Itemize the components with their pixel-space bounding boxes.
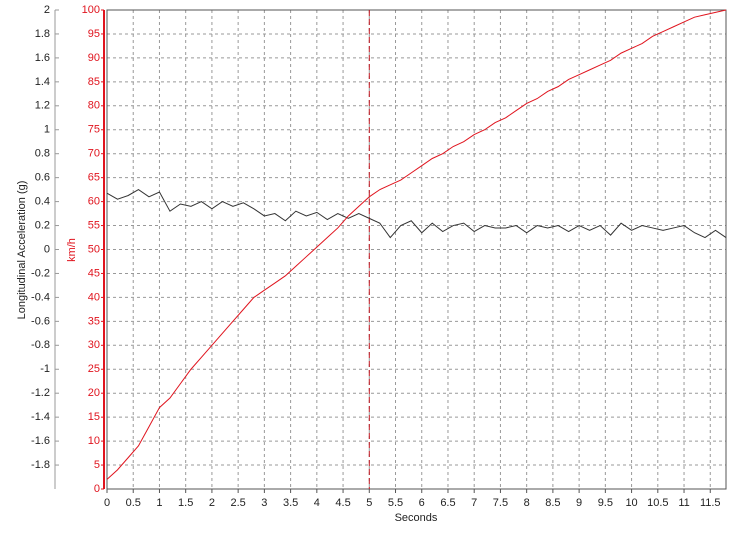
x-tick-label: 2 [209, 497, 215, 509]
x-tick-label: 11 [678, 497, 689, 509]
y2-tick-label: 15 [88, 411, 100, 423]
y2-tick-label: 10 [88, 435, 100, 447]
y-tick-label: -1.8 [31, 459, 50, 471]
y2-tick-label: 100 [82, 4, 100, 16]
y-tick-label: 1.8 [35, 28, 50, 40]
x-tick-label: 6 [419, 497, 425, 509]
x-tick-label: 4.5 [335, 497, 350, 509]
x-tick-label: 2.5 [230, 497, 245, 509]
y-axis-title: Longitudinal Acceleration (g) [16, 181, 28, 320]
x-tick-label: 10 [625, 497, 637, 509]
x-tick-label: 4 [314, 497, 320, 509]
y2-tick-label: 75 [88, 124, 100, 136]
x-tick-label: 10.5 [647, 497, 668, 509]
y-tick-label: -1 [40, 363, 50, 375]
y-tick-label: 0.6 [35, 172, 50, 184]
y-tick-label: 0.4 [35, 196, 50, 208]
x-tick-label: 11.5 [700, 497, 721, 509]
x-tick-label: 7.5 [493, 497, 508, 509]
y2-tick-label: 50 [88, 243, 100, 255]
x-tick-label: 8.5 [545, 497, 560, 509]
y2-tick-label: 30 [88, 339, 100, 351]
y2-tick-label: 65 [88, 172, 100, 184]
series-line [106, 9, 727, 480]
series-line [106, 189, 727, 239]
y2-tick-label: 20 [88, 387, 100, 399]
y-tick-label: 1.4 [35, 76, 50, 88]
x-tick-label: 3 [261, 497, 267, 509]
y2-tick-label: 45 [88, 267, 100, 279]
y-tick-label: 2 [44, 4, 50, 16]
x-tick-label: 5 [366, 497, 372, 509]
y2-tick-label: 80 [88, 100, 100, 112]
y-tick-label: 0.2 [35, 219, 50, 231]
y2-tick-label: 40 [88, 291, 100, 303]
x-tick-label: 1.5 [178, 497, 193, 509]
y-tick-label: 1.6 [35, 52, 50, 64]
y-tick-label: 1.2 [35, 100, 50, 112]
x-tick-label: 0.5 [126, 497, 141, 509]
y-tick-label: -0.8 [31, 339, 50, 351]
x-tick-label: 9.5 [598, 497, 613, 509]
y-tick-label: -0.6 [31, 315, 50, 327]
x-tick-label: 6.5 [440, 497, 455, 509]
y2-tick-label: 55 [88, 219, 100, 231]
y2-tick-label: 5 [94, 459, 100, 471]
x-tick-label: 0 [104, 497, 110, 509]
y2-tick-label: 0 [94, 483, 100, 495]
y-tick-label: -1.4 [31, 411, 50, 423]
x-tick-label: 9 [576, 497, 582, 509]
y2-tick-label: 25 [88, 363, 100, 375]
y-tick-label: 0 [44, 243, 50, 255]
y2-tick-label: 70 [88, 148, 100, 160]
y-tick-label: -0.2 [31, 267, 50, 279]
y-tick-label: 1 [44, 124, 50, 136]
x-tick-label: 7 [471, 497, 477, 509]
x-tick-label: 8 [524, 497, 530, 509]
y2-tick-label: 90 [88, 52, 100, 64]
plot-border [106, 9, 727, 490]
y2-tick-label: 85 [88, 76, 100, 88]
y-tick-label: 0.8 [35, 148, 50, 160]
y-tick-label: -0.4 [31, 291, 50, 303]
y-tick-label: -1.2 [31, 387, 50, 399]
x-tick-label: 1 [156, 497, 162, 509]
y2-tick-label: 60 [88, 196, 100, 208]
y-tick-label: -1.6 [31, 435, 50, 447]
x-axis-title: Seconds [395, 512, 438, 524]
y2-axis-title: km/h [66, 238, 78, 262]
y2-tick-label: 95 [88, 28, 100, 40]
x-tick-label: 3.5 [283, 497, 298, 509]
y2-tick-label: 35 [88, 315, 100, 327]
x-tick-label: 5.5 [388, 497, 403, 509]
